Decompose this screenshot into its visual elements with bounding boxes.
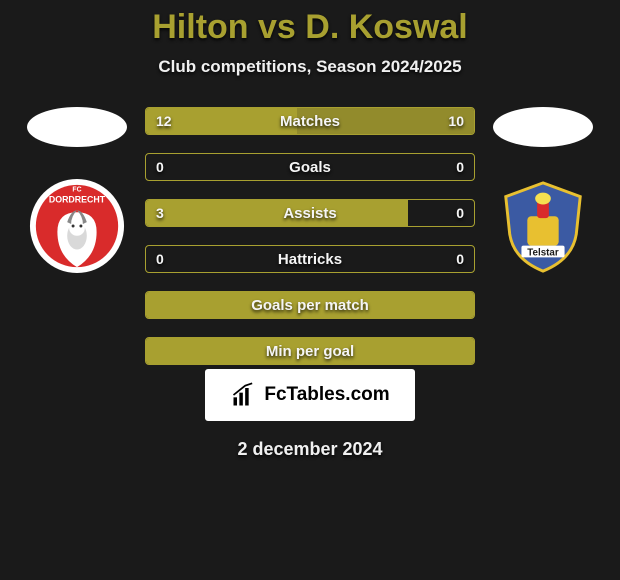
stat-label: Assists	[146, 200, 474, 226]
chart-icon	[230, 381, 258, 409]
stat-row: Matches12 10	[145, 107, 475, 135]
badge-left: DORDRECHT FC	[28, 177, 126, 275]
source-label: FcTables.com	[264, 384, 389, 406]
stat-row: Goals per match	[145, 291, 475, 319]
flag-left	[27, 107, 127, 147]
right-side: Telstar	[493, 107, 593, 275]
stat-value-right: 0	[456, 154, 464, 180]
comparison-card: Hilton vs D. Koswal Club competitions, S…	[0, 0, 620, 580]
stat-value-right: 0	[456, 200, 464, 226]
stat-label: Hattricks	[146, 246, 474, 272]
stat-label: Min per goal	[146, 338, 474, 364]
stat-value-left: 0	[156, 154, 164, 180]
stat-label: Goals per match	[146, 292, 474, 318]
badge-left-text: DORDRECHT	[49, 194, 106, 204]
stat-label: Goals	[146, 154, 474, 180]
stat-row: Min per goal	[145, 337, 475, 365]
stat-row: Hattricks0 0	[145, 245, 475, 273]
page-title: Hilton vs D. Koswal	[152, 8, 468, 47]
subtitle: Club competitions, Season 2024/2025	[158, 57, 461, 77]
svg-text:FC: FC	[72, 187, 81, 194]
stat-row: Goals0 0	[145, 153, 475, 181]
source-logo[interactable]: FcTables.com	[205, 369, 415, 421]
badge-right: Telstar	[494, 177, 592, 275]
stat-value-left: 0	[156, 246, 164, 272]
date: 2 december 2024	[237, 439, 382, 460]
stats-bars: Matches1210Goals00Assists30Hattricks00Go…	[145, 107, 475, 365]
stat-value-left: 12	[156, 108, 172, 134]
stat-value-right: 0	[456, 246, 464, 272]
stat-row: Assists3 0	[145, 199, 475, 227]
stat-label: Matches	[146, 108, 474, 134]
flag-right	[493, 107, 593, 147]
main-row: DORDRECHT FC Matches1210Goals00Assists30…	[0, 107, 620, 365]
stat-value-left: 3	[156, 200, 164, 226]
stat-value-right: 10	[448, 108, 464, 134]
badge-right-text: Telstar	[527, 247, 559, 258]
left-side: DORDRECHT FC	[27, 107, 127, 275]
